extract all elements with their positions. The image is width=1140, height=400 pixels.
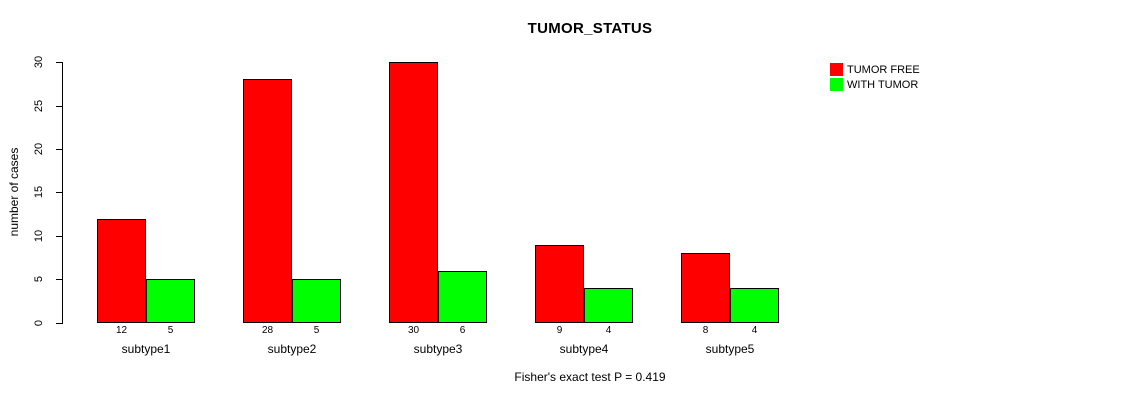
bar-subtype3-with-tumor [438,271,487,323]
bar-value-label: 9 [556,325,563,336]
y-tick-label: 20 [33,142,45,156]
category-label-subtype4: subtype4 [559,342,609,356]
legend-swatch-with-tumor-icon [830,78,843,91]
y-tick [56,192,62,193]
bar-subtype2-with-tumor [292,279,341,323]
y-tick-label: 10 [33,229,45,243]
bar-subtype4-with-tumor [584,288,633,323]
y-tick-label: 15 [33,185,45,199]
y-tick [56,279,62,280]
bar-subtype2-tumor-free [243,79,292,323]
y-tick-label: 5 [33,275,45,283]
category-label-subtype1: subtype1 [121,342,171,356]
bar-value-label: 8 [702,325,709,336]
legend-item-with-tumor: WITH TUMOR [830,77,920,92]
category-label-subtype3: subtype3 [413,342,463,356]
bar-value-label: 4 [605,325,612,336]
y-axis-line [62,62,63,324]
bar-subtype1-with-tumor [146,279,195,323]
bar-value-label: 6 [459,325,466,336]
bar-subtype4-tumor-free [535,245,584,323]
category-label-subtype5: subtype5 [705,342,755,356]
bar-value-label: 28 [261,325,274,336]
legend-label-tumor-free: TUMOR FREE [847,63,920,76]
bar-subtype5-tumor-free [681,253,730,323]
y-tick [56,62,62,63]
bar-value-label: 30 [407,325,420,336]
legend-item-tumor-free: TUMOR FREE [830,62,920,77]
legend: TUMOR FREE WITH TUMOR [830,62,920,92]
bar-value-label: 5 [313,325,320,336]
legend-swatch-tumor-free-icon [830,63,843,76]
legend-label-with-tumor: WITH TUMOR [847,78,919,91]
y-tick-label: 30 [33,55,45,69]
y-tick [56,149,62,150]
y-tick [56,106,62,107]
footnote: Fisher's exact test P = 0.419 [514,370,666,384]
bar-value-label: 12 [115,325,128,336]
bar-value-label: 4 [751,325,758,336]
y-tick [56,323,62,324]
chart-title: TUMOR_STATUS [527,20,653,37]
y-tick [56,236,62,237]
y-axis-label: number of cases [7,147,21,237]
bar-subtype3-tumor-free [389,62,438,323]
y-tick-label: 25 [33,99,45,113]
bar-subtype5-with-tumor [730,288,779,323]
bar-value-label: 5 [167,325,174,336]
category-label-subtype2: subtype2 [267,342,317,356]
bar-subtype1-tumor-free [97,219,146,323]
y-tick-label: 0 [33,319,45,327]
